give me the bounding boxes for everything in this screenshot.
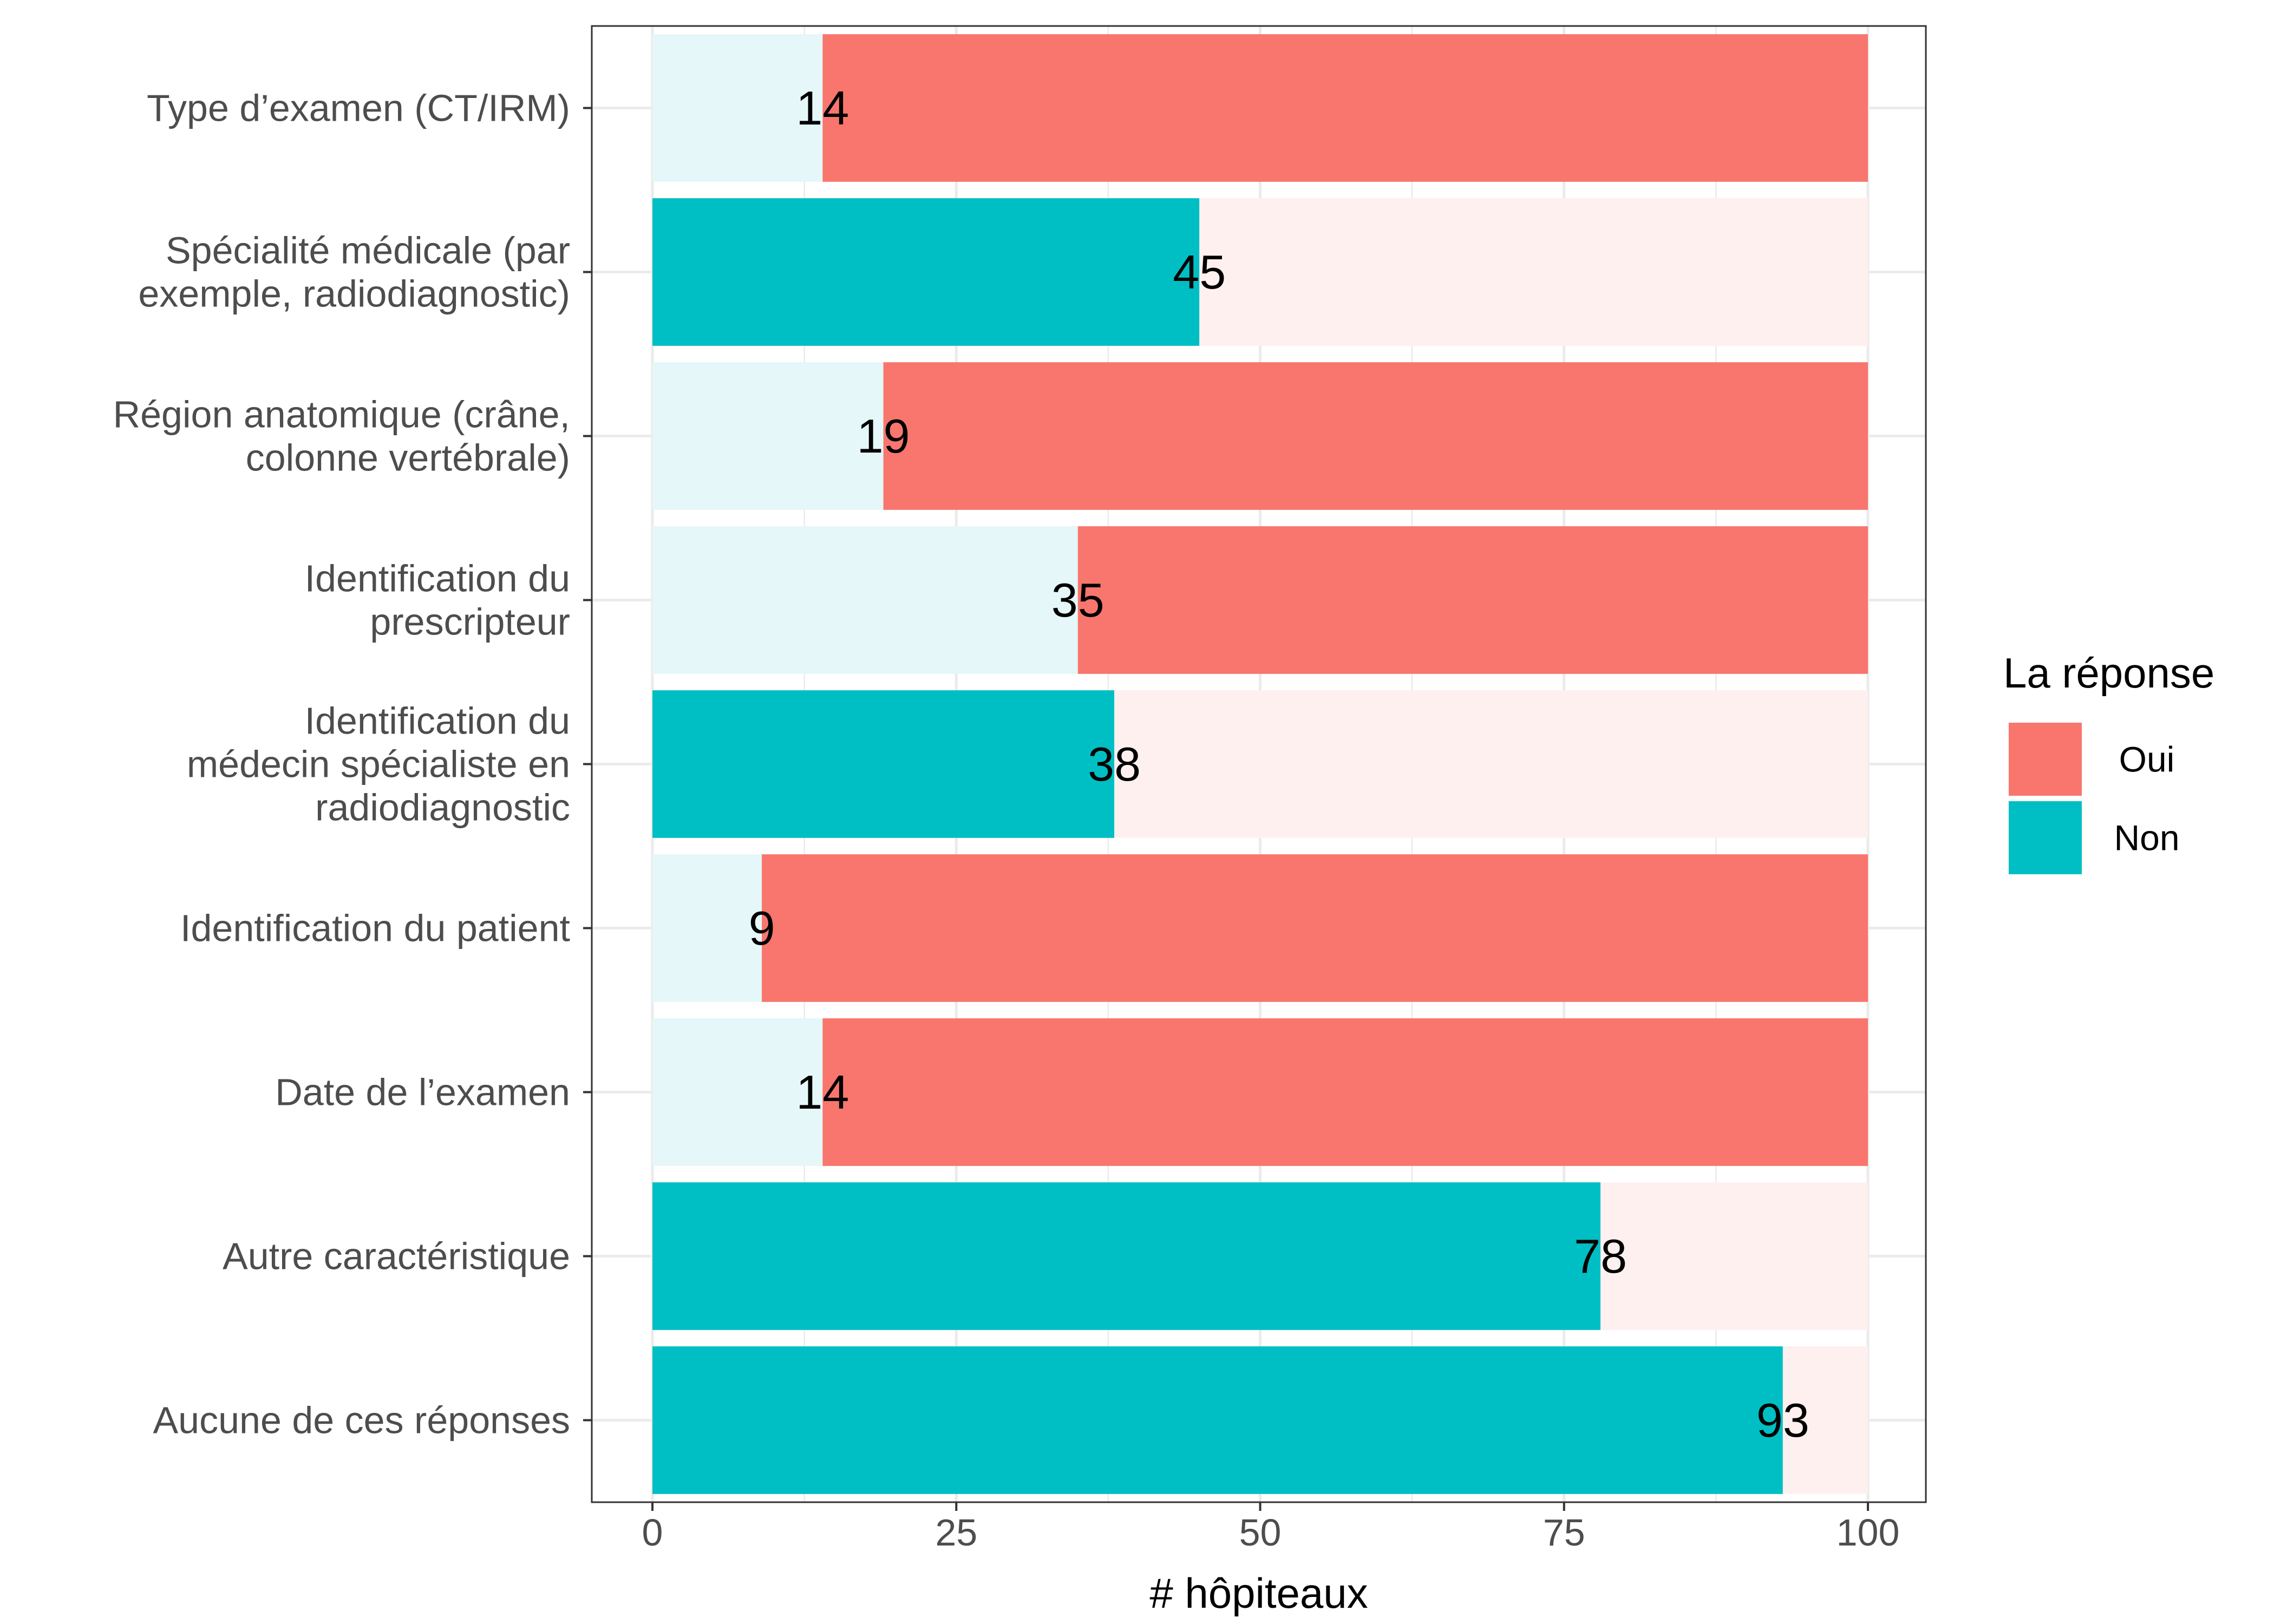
y-tick-label: Spécialité médicale (par exemple, radiodi… — [138, 230, 570, 315]
x-axis-title: # hôpiteaux — [1149, 1569, 1368, 1617]
bar-data-label: 38 — [1088, 737, 1141, 791]
bar-non — [652, 1018, 823, 1166]
y-tick-label: Aucune de ces réponses — [153, 1399, 570, 1442]
legend-title: La réponse — [2003, 649, 2214, 697]
bar-data-label: 19 — [857, 409, 910, 463]
y-tick-label: Identification du médecin spécialiste en r… — [187, 700, 570, 829]
data-labels: 14 45 19 35 38 9 14 78 93 — [749, 81, 1809, 1447]
y-tick-label: Autre caractéristique — [223, 1235, 570, 1278]
x-tick-label: 0 — [642, 1511, 663, 1554]
bar-data-label: 9 — [749, 901, 775, 955]
bar-non — [652, 690, 1115, 838]
bar-oui — [883, 362, 1868, 510]
x-tick-label: 50 — [1239, 1511, 1282, 1554]
y-tick-label: Région anatomique (crâne, colonne vertébr… — [113, 394, 570, 479]
bar-data-label: 45 — [1173, 245, 1226, 299]
bar-non — [652, 854, 762, 1002]
bar-oui — [762, 854, 1868, 1002]
legend: La réponse Oui Non — [2003, 649, 2214, 874]
bar-data-label: 78 — [1574, 1229, 1627, 1283]
bars — [652, 34, 1868, 1494]
bar-oui — [1077, 526, 1868, 674]
x-tick-label: 100 — [1837, 1511, 1900, 1554]
bar-data-label: 14 — [796, 1065, 849, 1119]
y-tick-label: Type d’examen (CT/IRM) — [147, 87, 570, 129]
bar-oui — [1114, 690, 1868, 838]
bar-non — [652, 362, 884, 510]
bar-non — [652, 526, 1078, 674]
bar-oui — [822, 1018, 1868, 1166]
x-axis: 0 25 50 75 100 — [642, 1502, 1900, 1554]
bar-non — [652, 34, 823, 182]
legend-label-oui: Oui — [2119, 739, 2175, 780]
x-tick-label: 25 — [935, 1511, 977, 1554]
bar-oui — [1199, 198, 1868, 346]
bar-data-label: 35 — [1051, 573, 1105, 627]
legend-keys: Oui Non — [2009, 723, 2180, 874]
bar-non — [652, 198, 1200, 346]
bar-oui — [1782, 1346, 1868, 1494]
y-tick-label: Identification du patient — [180, 907, 570, 949]
x-tick-label: 75 — [1543, 1511, 1585, 1554]
legend-label-non: Non — [2114, 818, 2179, 858]
y-tick-label: Date de l’examen — [275, 1071, 570, 1114]
bar-data-label: 93 — [1756, 1393, 1809, 1447]
bar-non — [652, 1182, 1601, 1330]
bar-oui — [822, 34, 1868, 182]
bar-oui — [1600, 1182, 1868, 1330]
legend-key-oui — [2009, 723, 2082, 796]
bar-non — [652, 1346, 1783, 1494]
bar-data-label: 14 — [796, 81, 849, 135]
y-axis: Type d’examen (CT/IRM) Spécialité médical… — [113, 87, 592, 1442]
y-tick-label: Identification du prescripteur — [305, 558, 570, 643]
legend-key-non — [2009, 801, 2082, 874]
